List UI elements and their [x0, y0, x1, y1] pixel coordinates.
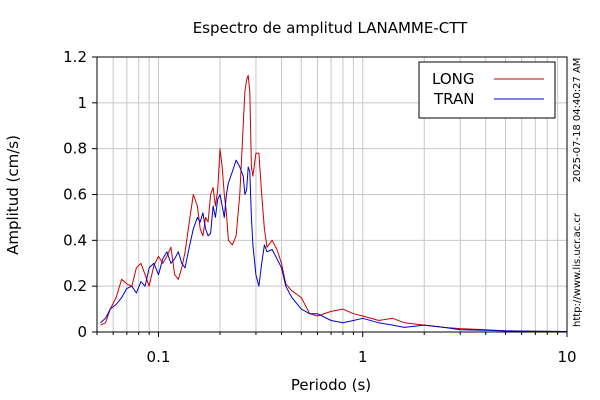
x-tick-label: 10 [557, 348, 576, 366]
y-tick-label: 0.4 [63, 231, 87, 249]
legend-label-tran: TRAN [433, 90, 474, 108]
legend: LONG TRAN [418, 61, 556, 119]
y-tick-label: 1 [77, 94, 87, 112]
chart-title: Espectro de amplitud LANAMME-CTT [193, 19, 468, 37]
axis-ticks: 0 0.2 0.4 0.6 0.8 1 1.2 0.1 1 10 [63, 48, 576, 366]
y-axis-label: Amplitud (cm/s) [4, 135, 22, 255]
x-tick-label: 0.1 [147, 348, 171, 366]
y-tick-label: 0.6 [63, 186, 87, 204]
series-line-tran [100, 159, 568, 332]
source-url-text: http://www.lis.ucr.ac.cr [572, 212, 583, 327]
series-line-long [100, 74, 568, 332]
y-tick-label: 0.8 [63, 140, 87, 158]
timestamp-text: 2025-07-18 04:40:27 AM [572, 58, 583, 183]
y-tick-label: 1.2 [63, 48, 87, 66]
y-tick-label: 0.2 [63, 277, 87, 295]
legend-box [418, 61, 556, 119]
legend-label-long: LONG [432, 70, 474, 88]
series-layer [100, 74, 568, 332]
x-axis-label: Periodo (s) [291, 376, 371, 394]
y-tick-label: 0 [77, 323, 87, 341]
x-tick-label: 1 [358, 348, 368, 366]
